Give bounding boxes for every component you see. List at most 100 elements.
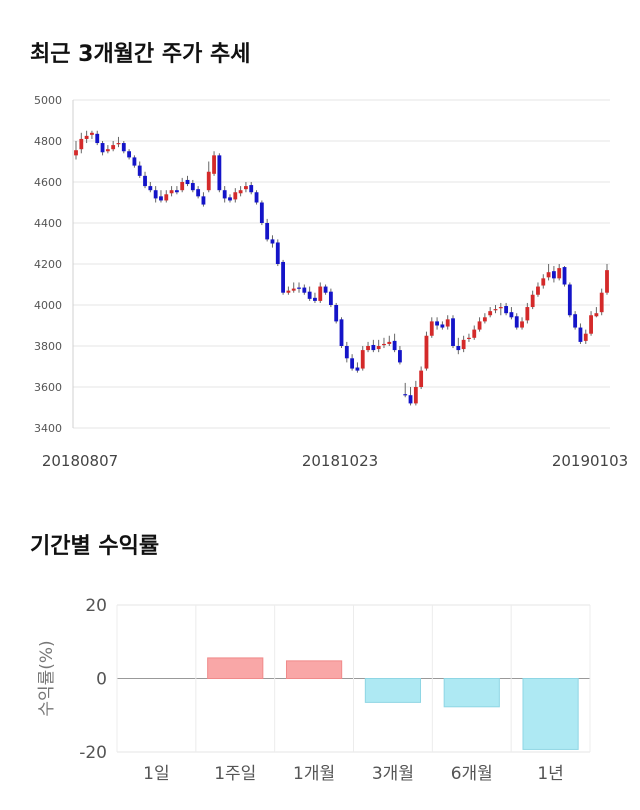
candle-body	[467, 337, 471, 339]
candle-body	[472, 329, 477, 338]
candle-body	[557, 268, 562, 279]
candle-body	[408, 395, 413, 404]
candle-body	[589, 315, 593, 334]
candle-body	[323, 286, 328, 293]
period-returns-title: 기간별 수익률	[30, 534, 160, 559]
candle-body	[520, 321, 524, 328]
candle-body	[174, 190, 179, 193]
candle-grid	[72, 99, 610, 429]
candle-body	[190, 183, 195, 191]
candle-body	[530, 294, 535, 308]
returns-bar	[207, 657, 264, 679]
candle-body	[382, 343, 386, 346]
candle-body	[424, 335, 429, 369]
candle-body	[217, 155, 222, 191]
candle-body	[259, 202, 264, 223]
returns-bar	[522, 678, 579, 750]
candle-body	[403, 394, 408, 396]
returns-x-tick-label: 1년	[537, 764, 563, 784]
price-trend-title: 최근 3개월간 주가 추세	[30, 42, 251, 67]
returns-y-axis-label: 수익률(%)	[37, 640, 57, 716]
candle-body	[90, 132, 94, 135]
returns-bar	[285, 660, 343, 679]
candle-y-tick-label: 4600	[34, 176, 62, 189]
candle-body	[397, 350, 402, 363]
candle-body	[212, 155, 216, 174]
candle-body	[562, 267, 567, 285]
candlestick-chart: 5000 4800 4600 4400 4200 4000 3800 3600 3400 201…	[34, 94, 628, 470]
candle-body	[435, 321, 439, 326]
candle-body	[318, 286, 323, 301]
candle-body	[148, 186, 153, 191]
candle-body	[307, 291, 312, 299]
candle-body	[313, 297, 317, 301]
candle-body	[143, 175, 147, 187]
candle-body	[413, 387, 418, 404]
candle-body	[275, 242, 280, 264]
candle-body	[371, 344, 376, 351]
candle-body	[281, 261, 286, 293]
candle-body	[605, 270, 609, 293]
candle-y-tick-label: 4400	[34, 217, 62, 230]
candle-body	[169, 190, 174, 194]
candle-body	[477, 321, 482, 330]
candle-body	[440, 324, 445, 328]
returns-bars	[207, 657, 579, 750]
returns-grid	[116, 604, 591, 753]
candle-body	[461, 339, 466, 350]
candle-body	[196, 189, 201, 197]
candle-body	[355, 367, 360, 371]
candle-body	[493, 309, 498, 311]
candle-body	[84, 135, 89, 139]
returns-x-tick-label: 1주일	[214, 764, 256, 784]
candle-body	[100, 143, 105, 153]
candle-body	[599, 292, 604, 313]
candle-body	[525, 307, 530, 321]
candle-body	[334, 305, 339, 322]
candle-body	[206, 171, 211, 191]
candle-body	[291, 288, 296, 291]
candle-body	[180, 182, 185, 191]
candle-body	[392, 340, 397, 351]
candle-body	[297, 287, 301, 289]
candle-body	[482, 317, 487, 322]
candle-body	[201, 196, 206, 205]
candle-body	[137, 165, 142, 176]
candle-x-axis: 20180807 20181023 20190103	[42, 452, 628, 470]
candle-body	[567, 284, 572, 316]
returns-x-tick-label: 1일	[143, 764, 169, 784]
candle-body	[265, 223, 270, 240]
candle-x-tick-label: 20180807	[42, 452, 118, 470]
candle-body	[514, 316, 519, 328]
candle-body	[509, 312, 514, 318]
returns-x-tick-label: 3개월	[372, 764, 414, 784]
candle-body	[164, 194, 169, 201]
candle-y-tick-label: 5000	[34, 94, 62, 107]
returns-bar	[364, 678, 422, 703]
returns-bar	[443, 678, 500, 708]
candle-body	[233, 192, 238, 200]
candle-body	[286, 290, 291, 293]
candle-body	[498, 307, 503, 309]
candle-body	[254, 192, 259, 203]
candle-body	[270, 239, 275, 244]
candle-body	[350, 358, 355, 369]
candle-body	[387, 341, 392, 344]
candle-body	[419, 370, 424, 387]
candle-body	[185, 179, 190, 185]
candle-body	[79, 138, 84, 150]
candle-body	[366, 346, 370, 351]
candle-body	[159, 196, 163, 201]
candle-body	[95, 133, 100, 144]
candle-body	[546, 272, 551, 278]
candle-x-tick-label: 20190103	[552, 452, 628, 470]
candle-body	[116, 143, 121, 145]
candle-body	[105, 149, 110, 152]
candle-body	[222, 190, 227, 199]
candle-body	[74, 150, 78, 156]
candle-body	[445, 319, 450, 327]
candle-y-tick-label: 4200	[34, 258, 62, 271]
returns-x-tick-label: 1개월	[293, 764, 335, 784]
candle-y-tick-label: 3800	[34, 340, 62, 353]
